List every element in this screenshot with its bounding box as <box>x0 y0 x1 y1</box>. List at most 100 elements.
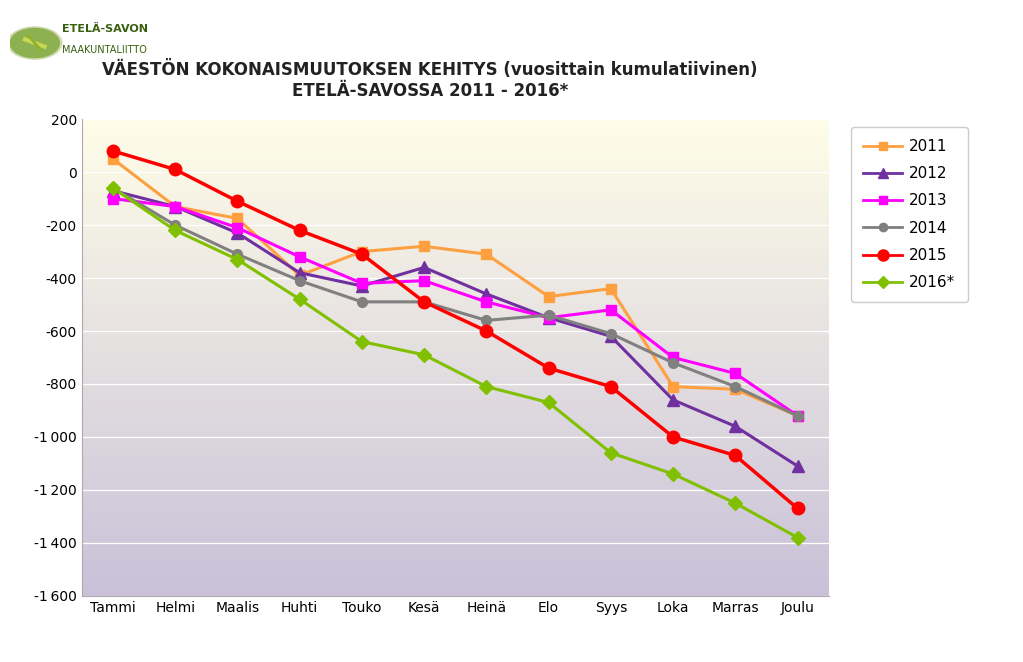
Bar <box>82 594 829 596</box>
Bar <box>82 346 829 348</box>
Bar <box>82 203 829 205</box>
Bar <box>82 424 829 426</box>
Bar <box>82 481 829 483</box>
Bar <box>82 216 829 218</box>
Bar <box>82 208 829 210</box>
Bar <box>82 235 829 237</box>
Bar <box>82 524 829 526</box>
Bar <box>82 302 829 303</box>
Bar <box>82 489 829 491</box>
Bar <box>82 187 829 189</box>
Bar <box>82 380 829 381</box>
Bar <box>82 279 829 281</box>
Bar <box>82 537 829 539</box>
Bar <box>82 528 829 529</box>
Bar <box>82 440 829 442</box>
Bar <box>82 491 829 493</box>
Bar <box>82 404 829 405</box>
Bar <box>82 539 829 540</box>
Bar <box>82 308 829 310</box>
Bar <box>82 297 829 299</box>
Bar <box>82 529 829 531</box>
Bar <box>82 154 829 156</box>
Bar <box>82 200 829 202</box>
Bar <box>82 413 829 414</box>
Bar <box>82 270 829 271</box>
Bar <box>82 240 829 242</box>
Bar <box>82 508 829 510</box>
Bar <box>82 234 829 235</box>
Bar <box>82 243 829 245</box>
Bar <box>82 222 829 224</box>
Bar <box>82 192 829 194</box>
Bar <box>82 205 829 207</box>
Bar <box>82 451 829 453</box>
Bar <box>82 428 829 429</box>
Bar <box>82 591 829 592</box>
Bar <box>82 242 829 243</box>
Bar <box>82 289 829 291</box>
Bar <box>82 412 829 413</box>
Bar <box>82 493 829 494</box>
Bar <box>82 397 829 399</box>
Bar <box>82 373 829 375</box>
Bar <box>82 369 829 370</box>
Bar <box>82 545 829 547</box>
Bar <box>82 513 829 515</box>
Bar <box>82 345 829 346</box>
Bar <box>82 156 829 158</box>
Bar <box>82 213 829 214</box>
Bar <box>82 226 829 227</box>
Bar <box>82 343 829 345</box>
Bar <box>82 197 829 199</box>
Bar <box>82 559 829 561</box>
Bar <box>82 183 829 184</box>
Bar <box>82 408 829 410</box>
Bar <box>82 567 829 569</box>
Bar <box>82 170 829 171</box>
Bar <box>82 214 829 216</box>
Bar <box>82 437 829 438</box>
Bar <box>82 507 829 508</box>
Bar <box>82 167 829 168</box>
Bar <box>82 494 829 496</box>
Bar <box>82 283 829 285</box>
Bar <box>82 504 829 505</box>
Bar <box>82 324 829 326</box>
Circle shape <box>8 27 61 59</box>
Bar <box>82 473 829 475</box>
Bar <box>82 531 829 532</box>
Bar <box>82 342 829 343</box>
Bar <box>82 176 829 178</box>
Bar <box>82 580 829 581</box>
Bar <box>82 461 829 462</box>
Bar <box>82 581 829 583</box>
Bar <box>82 321 829 322</box>
Bar <box>82 569 829 571</box>
Bar <box>82 422 829 424</box>
Bar <box>82 327 829 329</box>
Bar <box>82 152 829 154</box>
Bar <box>82 178 829 179</box>
Bar <box>82 287 829 289</box>
Bar <box>82 230 829 232</box>
Bar <box>82 350 829 351</box>
Bar <box>82 126 829 127</box>
Bar <box>82 144 829 146</box>
Bar <box>82 551 829 553</box>
Bar <box>82 168 829 170</box>
Bar <box>82 589 829 591</box>
Bar <box>82 146 829 148</box>
Bar <box>82 521 829 523</box>
Bar <box>82 207 829 208</box>
Bar <box>82 365 829 367</box>
Bar <box>82 338 829 340</box>
Bar <box>82 330 829 332</box>
Bar <box>82 488 829 489</box>
Bar <box>82 421 829 422</box>
Bar <box>82 119 829 120</box>
Bar <box>82 142 829 143</box>
Bar <box>82 571 829 572</box>
Bar <box>82 383 829 385</box>
Bar <box>82 132 829 134</box>
